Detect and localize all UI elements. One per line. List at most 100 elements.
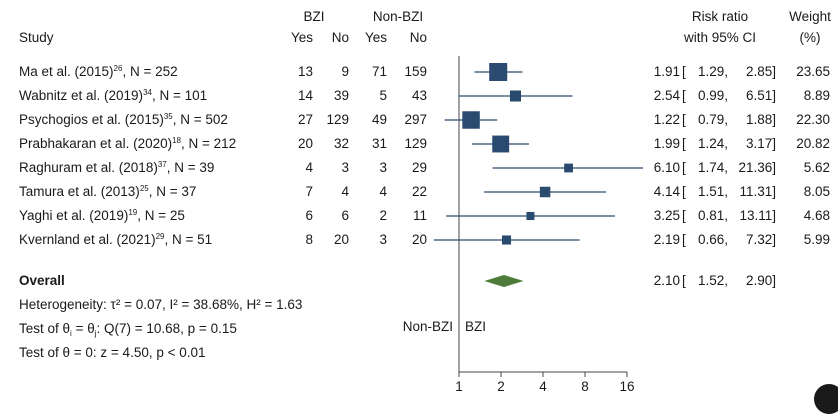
study-ref: 35 bbox=[163, 112, 173, 121]
overall-ci-high: 2.90] bbox=[745, 273, 776, 288]
study-n: , N = 25 bbox=[137, 208, 185, 223]
study-n: , N = 101 bbox=[151, 88, 208, 103]
non-bzi-no-cell: 22 bbox=[411, 184, 427, 199]
bzi-yes-cell: 20 bbox=[297, 136, 313, 151]
overall-ci-low: 1.52, bbox=[697, 273, 728, 288]
rr-value: 6.10 bbox=[653, 160, 680, 175]
weight-value: 4.68 bbox=[803, 208, 830, 223]
study-name: Wabnitz et al. (2019) bbox=[19, 88, 144, 103]
non-bzi-yes-cell: 2 bbox=[379, 208, 387, 223]
study-marker bbox=[492, 135, 510, 153]
header-weight-line1: Weight bbox=[789, 9, 831, 24]
study-ref: 29 bbox=[155, 232, 165, 241]
study-marker bbox=[526, 211, 535, 221]
non-bzi-yes-cell: 31 bbox=[371, 136, 387, 151]
study-label: Wabnitz et al. (2019)34, N = 101 bbox=[19, 88, 207, 104]
ci-high: 2.85] bbox=[745, 64, 776, 79]
non-bzi-no-cell: 43 bbox=[411, 88, 427, 103]
rr-value: 2.54 bbox=[653, 88, 680, 103]
non-bzi-no-cell: 20 bbox=[411, 232, 427, 247]
weight-value: 20.82 bbox=[796, 136, 830, 151]
study-name: Tamura et al. (2013) bbox=[19, 184, 140, 199]
study-label: Tamura et al. (2013)25, N = 37 bbox=[19, 184, 196, 200]
test-theta-i-text: Test of θi = θj: Q(7) = 10.68, p = 0.15 bbox=[19, 321, 237, 338]
ci-low: 0.66, bbox=[697, 232, 728, 247]
study-ref: 18 bbox=[172, 136, 182, 145]
bzi-no-cell: 129 bbox=[326, 112, 349, 127]
ci-low: 0.81, bbox=[697, 208, 728, 223]
study-n: , N = 39 bbox=[166, 160, 215, 175]
bzi-yes-cell: 4 bbox=[305, 160, 313, 175]
ci-high: 13.11] bbox=[739, 208, 776, 223]
ci-high: 3.17] bbox=[745, 136, 776, 151]
study-name: Raghuram et al. (2018) bbox=[19, 160, 158, 175]
bzi-yes-cell: 6 bbox=[305, 208, 313, 223]
rr-value: 3.25 bbox=[653, 208, 680, 223]
study-n: , N = 252 bbox=[122, 64, 178, 79]
overall-diamond bbox=[484, 275, 524, 287]
study-ref: 26 bbox=[113, 64, 123, 73]
rr-bracket: [ bbox=[682, 232, 686, 247]
weight-value: 22.30 bbox=[796, 112, 830, 127]
x-tick-label: 16 bbox=[619, 379, 634, 393]
x-tick-label: 2 bbox=[497, 379, 505, 393]
overall-bracket: [ bbox=[682, 273, 686, 288]
non-bzi-yes-cell: 3 bbox=[379, 160, 387, 175]
favor-right-label: BZI bbox=[465, 319, 487, 334]
ci-high: 11.31] bbox=[739, 184, 776, 199]
header-non-no: No bbox=[409, 30, 427, 45]
forest-plot: 1 2 4 8 16 bbox=[433, 56, 643, 393]
study-name: Yaghi et al. (2019) bbox=[19, 208, 129, 223]
study-name: Prabhakaran et al. (2020) bbox=[19, 136, 173, 151]
bzi-no-cell: 9 bbox=[341, 64, 349, 79]
rr-bracket: [ bbox=[682, 64, 686, 79]
study-name: Ma et al. (2015) bbox=[19, 64, 114, 79]
study-label: Prabhakaran et al. (2020)18, N = 212 bbox=[19, 136, 236, 152]
bzi-yes-cell: 13 bbox=[297, 64, 313, 79]
non-bzi-no-cell: 129 bbox=[404, 136, 427, 151]
study-marker bbox=[564, 163, 573, 173]
rr-value: 1.22 bbox=[653, 112, 680, 127]
study-label: Raghuram et al. (2018)37, N = 39 bbox=[19, 160, 214, 176]
weight-value: 5.99 bbox=[803, 232, 830, 247]
non-bzi-yes-cell: 5 bbox=[379, 88, 387, 103]
bzi-no-cell: 4 bbox=[341, 184, 349, 199]
x-tick-label: 4 bbox=[539, 379, 547, 393]
rr-bracket: [ bbox=[682, 160, 686, 175]
study-marker bbox=[539, 186, 551, 198]
bzi-no-cell: 39 bbox=[333, 88, 349, 103]
header-non-bzi: Non-BZI bbox=[372, 9, 424, 24]
ci-low: 1.24, bbox=[697, 136, 728, 151]
ci-high: 21.36] bbox=[738, 160, 776, 175]
study-marker bbox=[509, 90, 522, 102]
rr-value: 2.19 bbox=[653, 232, 680, 247]
header-rr-line2: with 95% CI bbox=[683, 30, 757, 45]
header-rr-line1: Risk ratio bbox=[691, 9, 749, 24]
header-bzi-no: No bbox=[331, 30, 349, 45]
rr-bracket: [ bbox=[682, 184, 686, 199]
rr-bracket: [ bbox=[682, 208, 686, 223]
rr-bracket: [ bbox=[682, 88, 686, 103]
rr-bracket: [ bbox=[682, 136, 686, 151]
rr-value: 1.91 bbox=[653, 64, 680, 79]
header-bzi: BZI bbox=[303, 9, 325, 24]
weight-value: 23.65 bbox=[796, 64, 830, 79]
header-weight-line2: (%) bbox=[799, 30, 821, 45]
non-bzi-no-cell: 11 bbox=[412, 208, 427, 223]
study-ref: 19 bbox=[128, 208, 138, 217]
ci-low: 1.29, bbox=[697, 64, 728, 79]
ci-high: 7.32] bbox=[745, 232, 776, 247]
rr-value: 1.99 bbox=[653, 136, 680, 151]
study-label: Yaghi et al. (2019)19, N = 25 bbox=[19, 208, 185, 224]
header-non-yes: Yes bbox=[364, 30, 387, 45]
bzi-no-cell: 6 bbox=[341, 208, 349, 223]
overall-rr: 2.10 bbox=[653, 273, 680, 288]
non-bzi-no-cell: 159 bbox=[404, 64, 427, 79]
bzi-no-cell: 3 bbox=[341, 160, 349, 175]
bzi-yes-cell: 27 bbox=[297, 112, 313, 127]
study-name: Psychogios et al. (2015) bbox=[19, 112, 164, 127]
corner-badge bbox=[814, 384, 838, 414]
ci-high: 6.51] bbox=[745, 88, 776, 103]
study-label: Psychogios et al. (2015)35, N = 502 bbox=[19, 112, 228, 128]
study-label: Ma et al. (2015)26, N = 252 bbox=[19, 64, 178, 80]
